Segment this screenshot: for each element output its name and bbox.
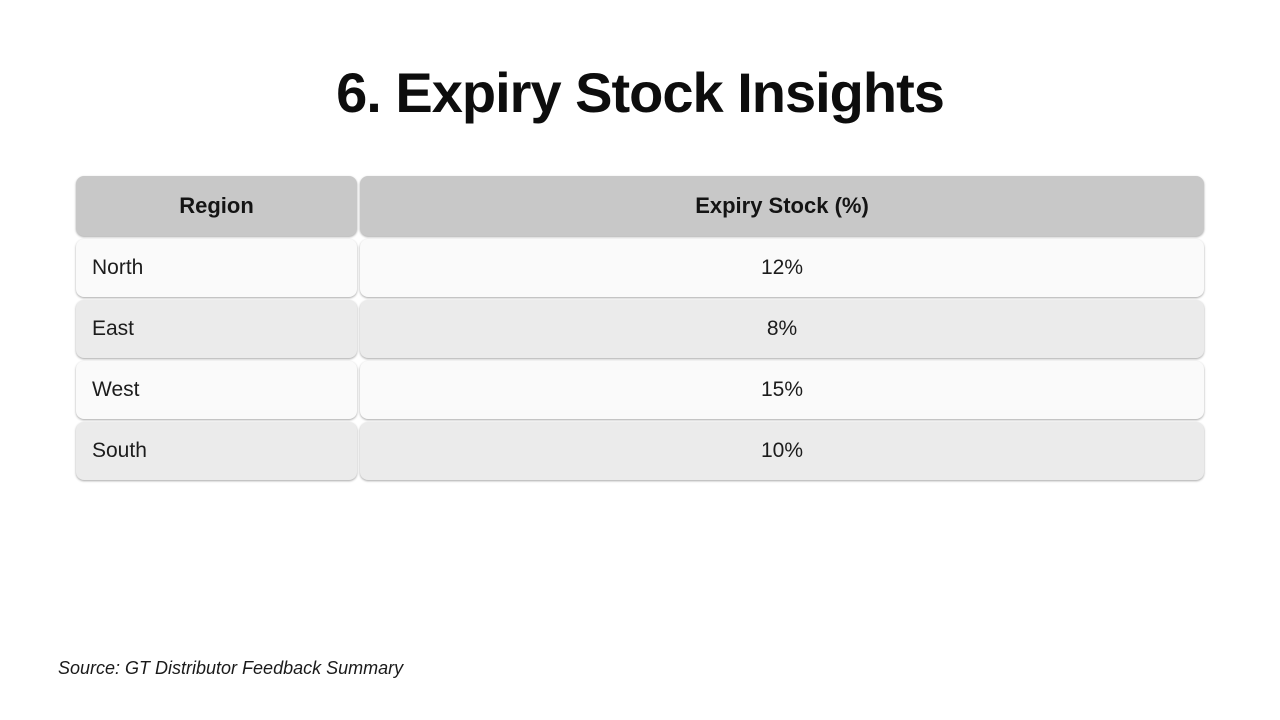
table-cell-value-west: 15%: [360, 361, 1204, 419]
table-cell-value-south: 10%: [360, 422, 1204, 480]
table-cell-region-south: South: [76, 422, 357, 480]
table-cell-value-east: 8%: [360, 300, 1204, 358]
table-cell-region-north: North: [76, 239, 357, 297]
table-header-expiry-stock: Expiry Stock (%): [360, 176, 1204, 236]
table-cell-value-north: 12%: [360, 239, 1204, 297]
table-cell-region-west: West: [76, 361, 357, 419]
page-title: 6. Expiry Stock Insights: [336, 61, 945, 124]
expiry-stock-table: Region Expiry Stock (%) North 12% East 8…: [76, 176, 1204, 480]
table-cell-region-east: East: [76, 300, 357, 358]
source-note: Source: GT Distributor Feedback Summary: [58, 658, 404, 678]
table-header-region: Region: [76, 176, 357, 236]
